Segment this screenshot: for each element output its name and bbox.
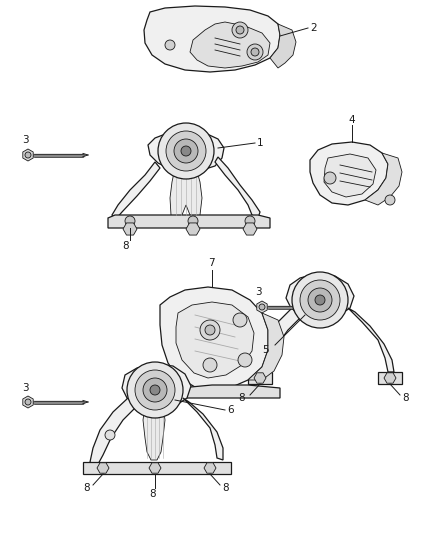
Circle shape [143, 378, 167, 402]
Text: 2: 2 [310, 23, 317, 33]
Circle shape [25, 399, 31, 405]
Polygon shape [144, 6, 280, 72]
Circle shape [247, 44, 263, 60]
Text: 8: 8 [149, 489, 155, 499]
Polygon shape [378, 372, 402, 384]
Polygon shape [324, 154, 376, 197]
Circle shape [166, 131, 206, 171]
Polygon shape [257, 301, 267, 313]
Polygon shape [23, 149, 33, 161]
Polygon shape [97, 463, 109, 473]
Text: 8: 8 [238, 393, 245, 403]
Text: 5: 5 [262, 345, 268, 355]
Circle shape [125, 216, 135, 226]
Polygon shape [183, 398, 223, 460]
Circle shape [206, 464, 214, 472]
Polygon shape [248, 372, 272, 384]
Circle shape [158, 123, 214, 179]
Polygon shape [384, 373, 396, 383]
Circle shape [188, 216, 198, 226]
Polygon shape [160, 385, 280, 398]
Polygon shape [286, 274, 354, 320]
Polygon shape [149, 463, 161, 473]
Circle shape [315, 295, 325, 305]
Polygon shape [190, 22, 270, 68]
Text: 8: 8 [122, 241, 129, 251]
Circle shape [245, 216, 255, 226]
Circle shape [236, 26, 244, 34]
Polygon shape [365, 153, 402, 205]
Circle shape [324, 172, 336, 184]
Circle shape [25, 152, 31, 158]
Polygon shape [160, 287, 268, 390]
Text: 8: 8 [83, 483, 90, 493]
Circle shape [127, 362, 183, 418]
Polygon shape [176, 302, 254, 378]
Circle shape [386, 374, 394, 382]
Text: 8: 8 [402, 393, 409, 403]
Polygon shape [143, 406, 165, 460]
Circle shape [165, 40, 175, 50]
Polygon shape [186, 223, 200, 235]
Circle shape [181, 146, 191, 156]
Circle shape [233, 313, 247, 327]
Circle shape [308, 288, 332, 312]
Circle shape [385, 195, 395, 205]
Polygon shape [23, 396, 33, 408]
Circle shape [174, 139, 198, 163]
Circle shape [259, 304, 265, 310]
Polygon shape [122, 364, 191, 410]
Polygon shape [310, 142, 388, 205]
Circle shape [203, 358, 217, 372]
Circle shape [300, 280, 340, 320]
Text: 3: 3 [22, 135, 28, 145]
Polygon shape [248, 313, 284, 380]
Polygon shape [170, 168, 202, 218]
Circle shape [135, 370, 175, 410]
Polygon shape [204, 463, 216, 473]
Polygon shape [148, 131, 224, 171]
Circle shape [232, 22, 248, 38]
Text: 3: 3 [22, 383, 28, 393]
Circle shape [238, 353, 252, 367]
Polygon shape [112, 162, 160, 220]
Text: 8: 8 [222, 483, 229, 493]
Polygon shape [270, 24, 296, 68]
Text: 4: 4 [348, 115, 355, 125]
Polygon shape [348, 308, 394, 372]
Circle shape [292, 272, 348, 328]
Polygon shape [215, 157, 260, 218]
Polygon shape [108, 215, 270, 228]
Text: 6: 6 [227, 405, 233, 415]
Text: 7: 7 [208, 258, 215, 268]
Circle shape [105, 430, 115, 440]
Circle shape [205, 325, 215, 335]
Polygon shape [255, 308, 300, 376]
Polygon shape [243, 223, 257, 235]
Circle shape [256, 374, 264, 382]
Circle shape [99, 464, 107, 472]
Circle shape [200, 320, 220, 340]
Circle shape [150, 385, 160, 395]
Circle shape [151, 464, 159, 472]
Polygon shape [254, 373, 266, 383]
Text: 1: 1 [257, 138, 264, 148]
Polygon shape [123, 223, 137, 235]
Circle shape [251, 48, 259, 56]
Polygon shape [90, 398, 135, 466]
Polygon shape [83, 462, 231, 474]
Text: 3: 3 [255, 287, 261, 297]
